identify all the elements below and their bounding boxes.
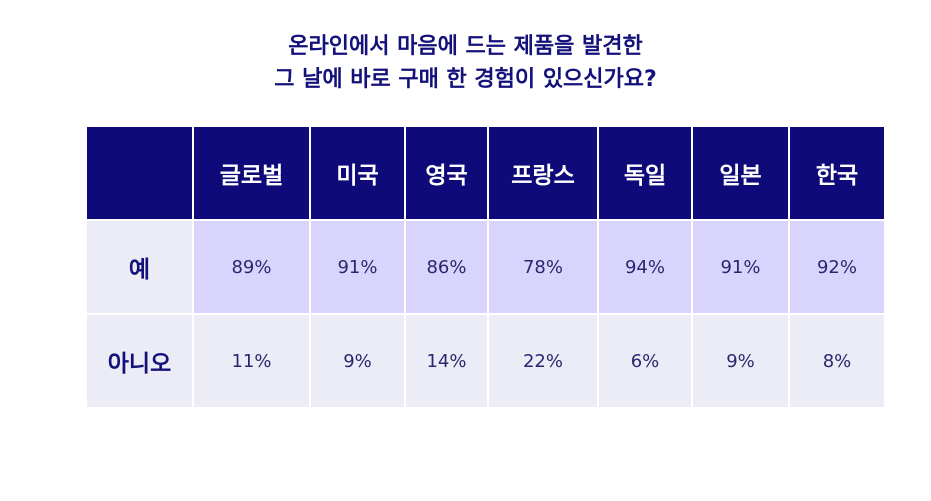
yes-france-value: 78% (489, 221, 597, 313)
no-korea-value: 8% (790, 315, 884, 407)
header-corner-cell (87, 127, 192, 219)
chart-title: 온라인에서 마음에 드는 제품을 발견한 그 날에 바로 구매 한 경험이 있으… (0, 30, 931, 96)
no-france-value: 22% (489, 315, 597, 407)
no-usa-value: 9% (311, 315, 404, 407)
no-germany-value: 6% (599, 315, 691, 407)
header-global: 글로벌 (194, 127, 309, 219)
yes-japan-value: 91% (693, 221, 788, 313)
table-row-yes: 예 89% 91% 86% 78% 94% 91% 92% (87, 221, 884, 313)
header-japan: 일본 (693, 127, 788, 219)
survey-table: 글로벌 미국 영국 프랑스 독일 일본 한국 예 89% 91% 86% 78%… (85, 125, 886, 409)
row-label-yes: 예 (87, 221, 192, 313)
header-korea: 한국 (790, 127, 884, 219)
row-label-no: 아니오 (87, 315, 192, 407)
chart-title-line-1: 온라인에서 마음에 드는 제품을 발견한 (288, 34, 643, 59)
header-row: 글로벌 미국 영국 프랑스 독일 일본 한국 (87, 127, 884, 219)
yes-usa-value: 91% (311, 221, 404, 313)
header-uk: 영국 (406, 127, 487, 219)
yes-germany-value: 94% (599, 221, 691, 313)
no-global-value: 11% (194, 315, 309, 407)
header-france: 프랑스 (489, 127, 597, 219)
no-uk-value: 14% (406, 315, 487, 407)
yes-korea-value: 92% (790, 221, 884, 313)
yes-uk-value: 86% (406, 221, 487, 313)
table-row-no: 아니오 11% 9% 14% 22% 6% 9% 8% (87, 315, 884, 407)
header-usa: 미국 (311, 127, 404, 219)
no-japan-value: 9% (693, 315, 788, 407)
chart-title-line-2: 그 날에 바로 구매 한 경험이 있으신가요? (274, 67, 657, 92)
header-germany: 독일 (599, 127, 691, 219)
yes-global-value: 89% (194, 221, 309, 313)
